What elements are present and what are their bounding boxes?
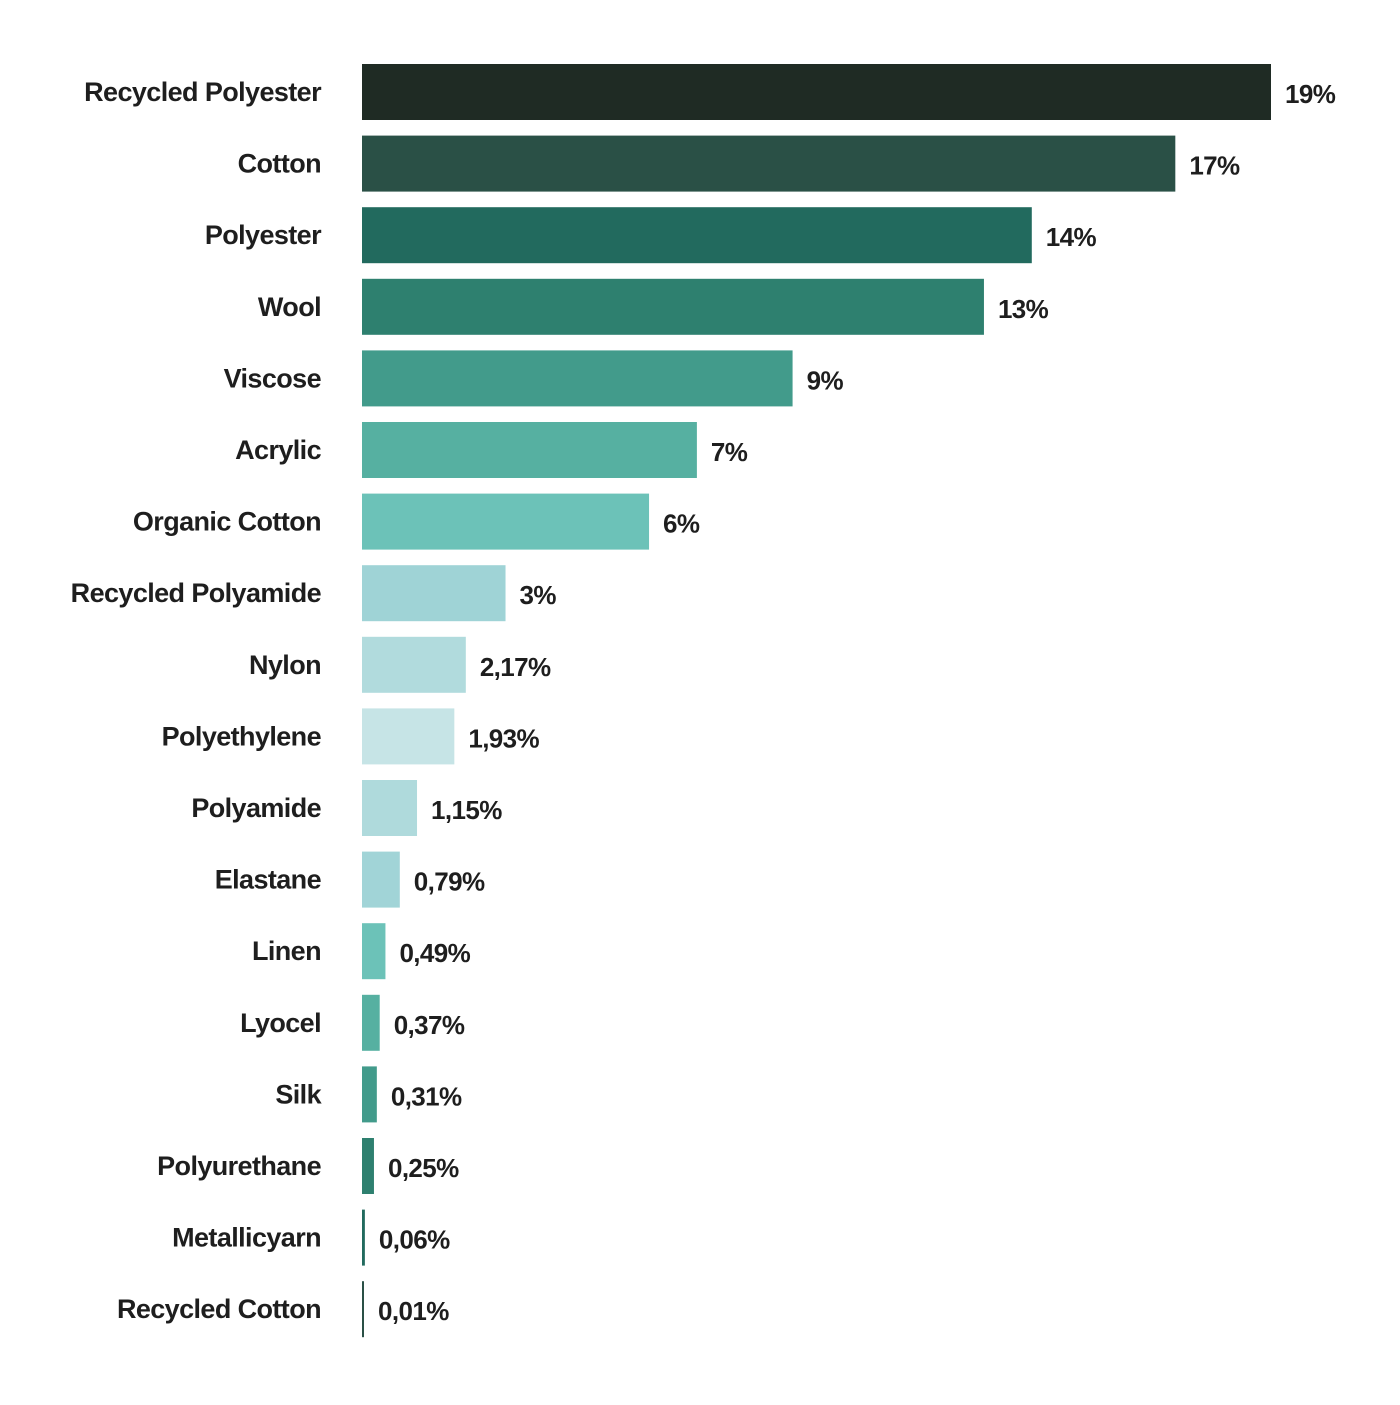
bar-recycled-polyamide — [362, 565, 506, 622]
value-label-recycled-polyester: 19% — [1285, 79, 1336, 109]
bar-polyamide — [362, 780, 418, 836]
bar-acrylic — [362, 422, 697, 478]
bar-linen — [362, 923, 386, 980]
category-label-metallicyarn: Metallicyarn — [172, 1223, 321, 1253]
value-label-elastane: 0,79% — [414, 867, 485, 897]
category-label-acrylic: Acrylic — [235, 435, 321, 465]
category-label-polyamide: Polyamide — [191, 793, 321, 823]
category-label-polyurethane: Polyurethane — [157, 1151, 321, 1181]
category-label-recycled-polyamide: Recycled Polyamide — [71, 578, 322, 608]
category-label-elastane: Elastane — [215, 865, 322, 895]
value-label-polyamide: 1,15% — [431, 795, 502, 825]
value-label-cotton: 17% — [1189, 151, 1240, 181]
category-label-wool: Wool — [258, 292, 321, 322]
value-label-acrylic: 7% — [711, 437, 748, 467]
value-label-recycled-polyamide: 3% — [520, 580, 557, 610]
bar-metallicyarn — [362, 1209, 365, 1266]
category-label-cotton: Cotton — [238, 149, 321, 179]
category-label-silk: Silk — [275, 1079, 322, 1109]
value-label-metallicyarn: 0,06% — [379, 1225, 450, 1255]
value-label-silk: 0,31% — [391, 1081, 462, 1111]
value-label-lyocel: 0,37% — [394, 1010, 465, 1040]
bar-polyester — [362, 207, 1032, 264]
bar-cotton — [362, 135, 1176, 192]
category-label-nylon: Nylon — [249, 650, 321, 680]
category-label-recycled-cotton: Recycled Cotton — [117, 1294, 321, 1324]
bars — [362, 64, 1271, 1338]
value-label-wool: 13% — [998, 294, 1049, 324]
value-label-viscose: 9% — [807, 365, 844, 395]
value-label-polyester: 14% — [1046, 222, 1097, 252]
category-label-recycled-polyester: Recycled Polyester — [84, 77, 322, 107]
category-label-polyethylene: Polyethylene — [162, 721, 322, 751]
bar-lyocel — [362, 994, 380, 1051]
bar-polyethylene — [362, 708, 455, 765]
bar-recycled-polyester — [362, 64, 1271, 120]
category-labels: Recycled Polyester Cotton Polyester Wool Vis… — [71, 77, 323, 1324]
bar-elastane — [362, 851, 400, 908]
bar-polyurethane — [362, 1138, 374, 1194]
value-label-organic-cotton: 6% — [663, 509, 700, 539]
bar-wool — [362, 278, 984, 335]
bar-viscose — [362, 350, 793, 407]
category-label-linen: Linen — [252, 936, 321, 966]
value-label-polyurethane: 0,25% — [388, 1153, 459, 1183]
value-labels: 19% 17% 14% 13% 9% 7% 6% 3% 2,17% 1,93% 1,15% 0,79%… — [378, 79, 1336, 1326]
value-label-nylon: 2,17% — [480, 652, 551, 682]
value-label-recycled-cotton: 0,01% — [378, 1296, 449, 1326]
category-label-organic-cotton: Organic Cotton — [133, 507, 321, 537]
category-label-lyocel: Lyocel — [240, 1008, 321, 1038]
bar-organic-cotton — [362, 493, 650, 550]
category-label-viscose: Viscose — [224, 363, 322, 393]
bar-recycled-cotton — [362, 1281, 364, 1338]
category-label-polyester: Polyester — [205, 220, 322, 250]
bar-silk — [362, 1066, 377, 1123]
value-label-linen: 0,49% — [399, 938, 470, 968]
value-label-polyethylene: 1,93% — [468, 723, 539, 753]
bar-nylon — [362, 636, 466, 693]
